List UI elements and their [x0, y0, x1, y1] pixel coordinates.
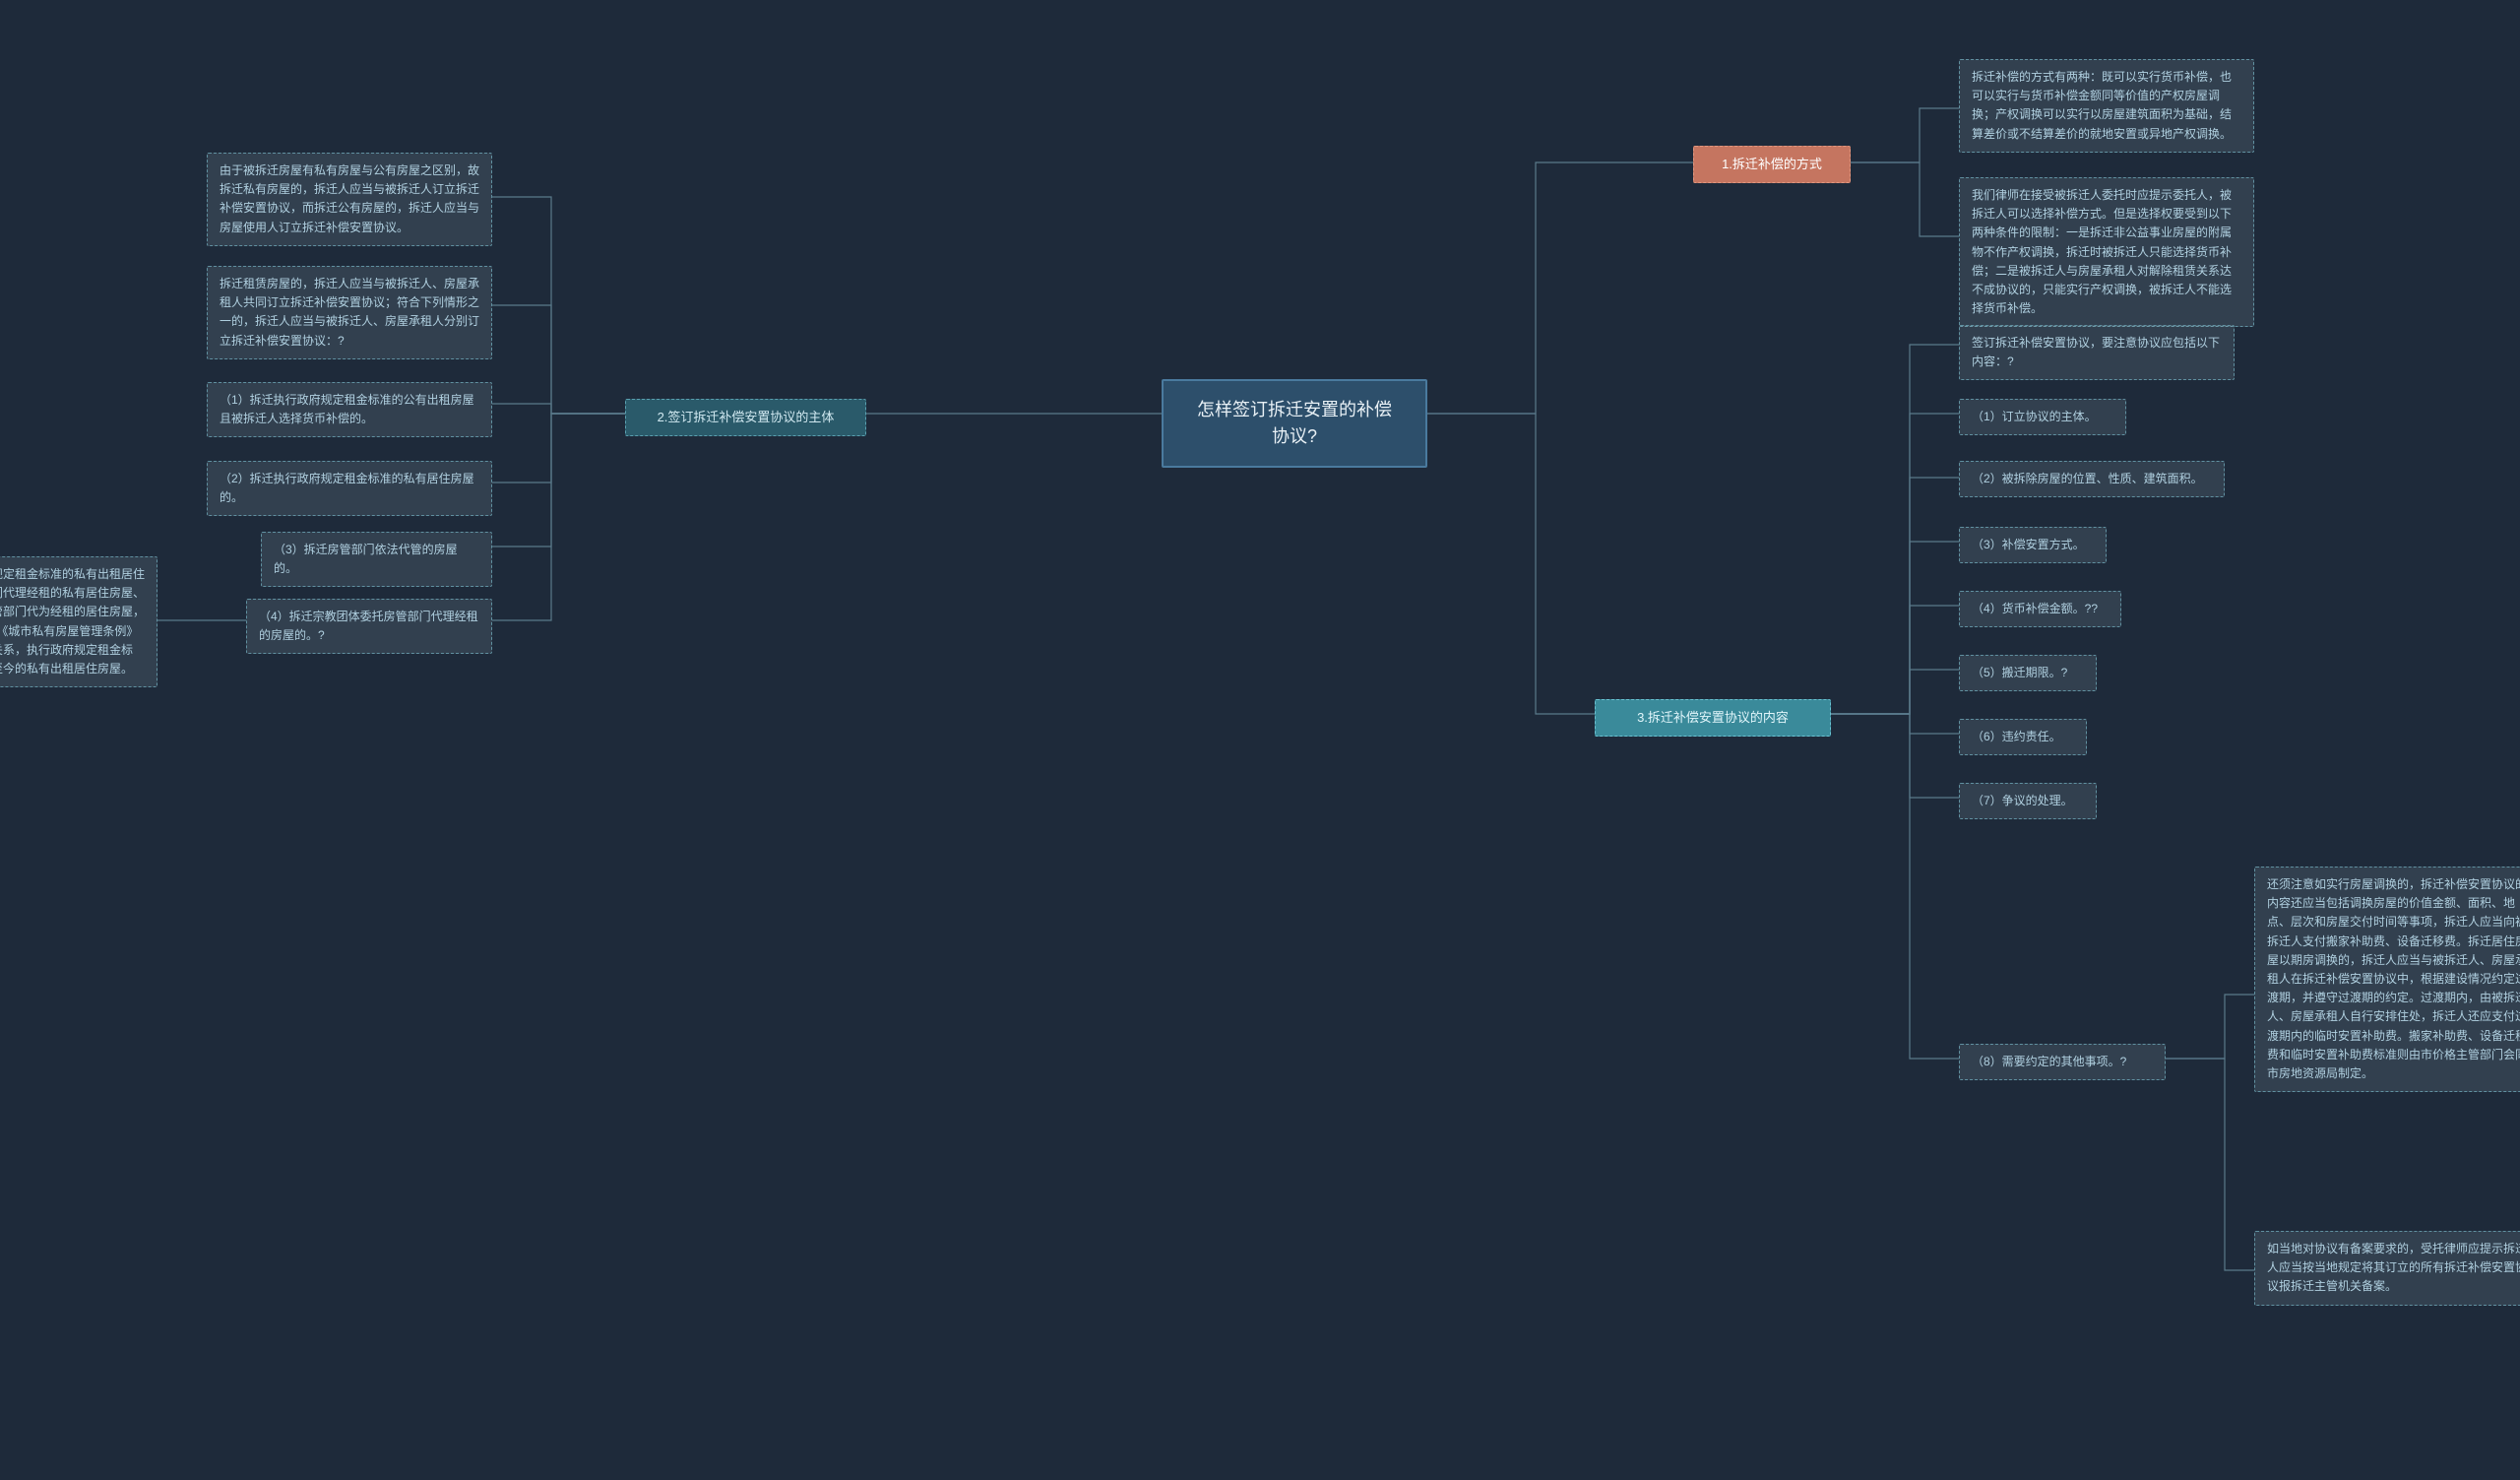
branch-3[interactable]: 3.拆迁补偿安置协议的内容 — [1595, 699, 1831, 737]
branch-3-label: 3.拆迁补偿安置协议的内容 — [1637, 710, 1789, 725]
branch-3-leaf-0[interactable]: 签订拆迁补偿安置协议，要注意协议应包括以下内容：? — [1959, 325, 2235, 380]
branch-2-leaf-3[interactable]: （2）拆迁执行政府规定租金标准的私有居住房屋的。 — [207, 461, 492, 516]
branch-1-leaf-1[interactable]: 我们律师在接受被拆迁人委托时应提示委托人，被拆迁人可以选择补偿方式。但是选择权要… — [1959, 177, 2254, 327]
branch-2-leaf-4[interactable]: （3）拆迁房管部门依法代管的房屋的。 — [261, 532, 492, 587]
branch-1-leaf-0[interactable]: 拆迁补偿的方式有两种：既可以实行货币补偿，也可以实行与货币补偿金额同等价值的产权… — [1959, 59, 2254, 153]
center-title-1: 怎样签订拆迁安置的补偿 — [1197, 400, 1392, 419]
branch-3-leaf-3[interactable]: （3）补偿安置方式。 — [1959, 527, 2107, 563]
branch-1-label: 1.拆迁补偿的方式 — [1722, 157, 1822, 171]
branch-1[interactable]: 1.拆迁补偿的方式 — [1693, 146, 1851, 183]
branch-2-leaf-0[interactable]: 由于被拆迁房屋有私有房屋与公有房屋之区别，故拆迁私有房屋的，拆迁人应当与被拆迁人… — [207, 153, 492, 246]
branch-3-leaf-6[interactable]: （6）违约责任。 — [1959, 719, 2087, 755]
branch-2-leaf-1[interactable]: 拆迁租赁房屋的，拆迁人应当与被拆迁人、房屋承租人共同订立拆迁补偿安置协议；符合下… — [207, 266, 492, 359]
branch-3-extra-1[interactable]: 如当地对协议有备案要求的，受托律师应提示拆迁人应当按当地规定将其订立的所有拆迁补… — [2254, 1231, 2520, 1306]
branch-2[interactable]: 2.签订拆迁补偿安置协议的主体 — [625, 399, 866, 436]
center-node[interactable]: 怎样签订拆迁安置的补偿 协议? — [1162, 379, 1427, 468]
branch-3-leaf-4[interactable]: （4）货币补偿金额。?? — [1959, 591, 2121, 627]
branch-2-extra[interactable]: 上述所称的执行政府规定租金标准的私有出租居住房屋，包括由房管部门代理经租的私有居… — [0, 556, 158, 687]
center-title-2: 协议? — [1272, 426, 1317, 446]
branch-2-label: 2.签订拆迁补偿安置协议的主体 — [658, 410, 835, 424]
branch-3-leaf-8[interactable]: （8）需要约定的其他事项。? — [1959, 1044, 2166, 1080]
branch-3-extra-0[interactable]: 还须注意如实行房屋调换的，拆迁补偿安置协议的内容还应当包括调换房屋的价值金额、面… — [2254, 867, 2520, 1092]
branch-2-leaf-2[interactable]: （1）拆迁执行政府规定租金标准的公有出租房屋且被拆迁人选择货币补偿的。 — [207, 382, 492, 437]
branch-3-leaf-7[interactable]: （7）争议的处理。 — [1959, 783, 2097, 819]
branch-3-leaf-2[interactable]: （2）被拆除房屋的位置、性质、建筑面积。 — [1959, 461, 2225, 497]
branch-2-leaf-5[interactable]: （4）拆迁宗教团体委托房管部门代理经租的房屋的。? — [246, 599, 492, 654]
branch-3-leaf-5[interactable]: （5）搬迁期限。? — [1959, 655, 2097, 691]
branch-3-leaf-1[interactable]: （1）订立协议的主体。 — [1959, 399, 2126, 435]
